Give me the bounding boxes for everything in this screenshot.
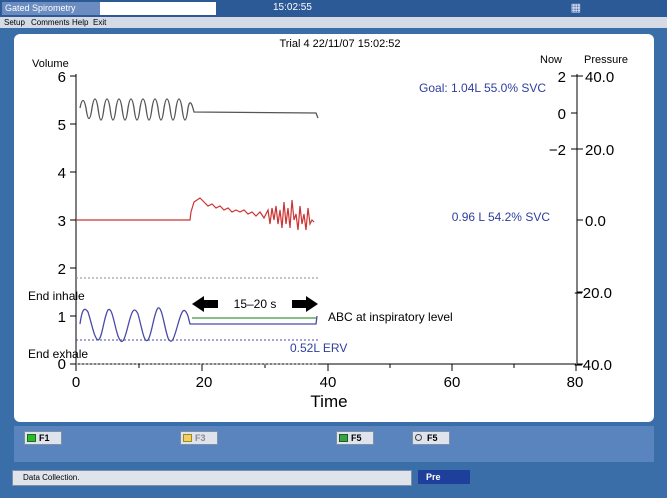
flow-trace (76, 197, 315, 231)
time-tick-label: 60 (444, 374, 461, 391)
time-tick-label: 40 (320, 374, 337, 391)
volume-trace (79, 98, 319, 121)
interval-arrow-left (192, 296, 218, 312)
time-axis-label: Time (310, 392, 347, 411)
now-ticks: 2 0 −2 (549, 69, 577, 159)
volume-tick-label: 2 (58, 261, 66, 278)
pressure-tick-label: 0.0 (585, 213, 606, 230)
volume-tick-label: 5 (58, 117, 66, 134)
pressure-tick-label: −20.0 (574, 285, 612, 302)
pressure-axis-label: Pressure (584, 54, 628, 66)
f3-label: F3 (195, 433, 206, 443)
f1-label: F1 (39, 433, 50, 443)
end-exhale-label: End exhale (28, 347, 88, 361)
volume-tick-label: 4 (58, 165, 66, 182)
f3-button[interactable]: F3 (180, 431, 218, 445)
f5-search-button[interactable]: F5 (412, 431, 450, 445)
window-restore-icon[interactable]: ▦ (570, 2, 581, 14)
abc-label: ABC at inspiratory level (328, 310, 453, 324)
interval-arrow-right (292, 296, 318, 312)
magnifier-icon (415, 434, 422, 441)
pressure-tick-label: 20.0 (585, 142, 614, 159)
volume-tick-label: 6 (58, 69, 66, 86)
now-tick-label: −2 (549, 142, 566, 159)
time-tick-label: 80 (567, 374, 584, 391)
now-tick-label: 2 (558, 69, 566, 86)
volume-axis-label: Volume (32, 58, 69, 70)
folder-lock-icon (339, 434, 348, 442)
menu-setup[interactable]: Setup (4, 18, 25, 27)
f5-search-label: F5 (427, 433, 438, 443)
time-ticks: 0 20 40 60 80 (72, 364, 584, 391)
volume-ticks: 6 5 4 3 2 1 0 (58, 69, 76, 373)
window-title: Gated Spirometry (2, 2, 216, 15)
volume-tick-label: 3 (58, 213, 66, 230)
pressure-tick-label: 40.0 (585, 69, 614, 86)
f5-label: F5 (351, 433, 362, 443)
menu-comments[interactable]: Comments (31, 18, 70, 27)
folder-icon (183, 434, 192, 442)
time-tick-label: 0 (72, 374, 80, 391)
f5-button[interactable]: F5 (336, 431, 374, 445)
breath-trace (79, 307, 318, 343)
pressure-tick-label: −40.0 (574, 357, 612, 374)
volume-tick-label: 0 (58, 356, 66, 373)
menu-help[interactable]: Help (72, 18, 89, 27)
green-square-icon (27, 434, 36, 442)
f1-button[interactable]: F1 (24, 431, 62, 445)
goal-label: Goal: 1.04L 55.0% SVC (419, 81, 546, 95)
menu-bar: Setup Comments Help Exit (0, 17, 667, 28)
time-tick-label: 20 (196, 374, 213, 391)
plot-panel: Trial 4 22/11/07 15:02:52 Volume Now Pre… (14, 34, 654, 422)
mode-badge: Pre (418, 470, 470, 484)
erv-label: 0.52L ERV (290, 341, 347, 355)
interval-label: 15–20 s (234, 297, 277, 311)
menu-exit[interactable]: Exit (93, 18, 107, 27)
function-key-bar: F1 F3 F5 F5 (14, 426, 654, 462)
spirometry-chart: Trial 4 22/11/07 15:02:52 Volume Now Pre… (28, 38, 628, 411)
volume-tick-label: 1 (58, 309, 66, 326)
pressure-ticks: 40.0 20.0 0.0 −20.0 −40.0 (574, 69, 614, 374)
title-bar: Gated Spirometry 15:02:55 ▦ (0, 0, 667, 17)
end-inhale-label: End inhale (28, 289, 85, 303)
svc-label: 0.96 L 54.2% SVC (452, 210, 551, 224)
now-tick-label: 0 (558, 106, 566, 123)
status-bar: Data Collection. (12, 470, 412, 486)
now-axis-label: Now (540, 54, 562, 66)
trial-header: Trial 4 22/11/07 15:02:52 (279, 38, 400, 50)
clock: 15:02:55 (273, 2, 312, 13)
